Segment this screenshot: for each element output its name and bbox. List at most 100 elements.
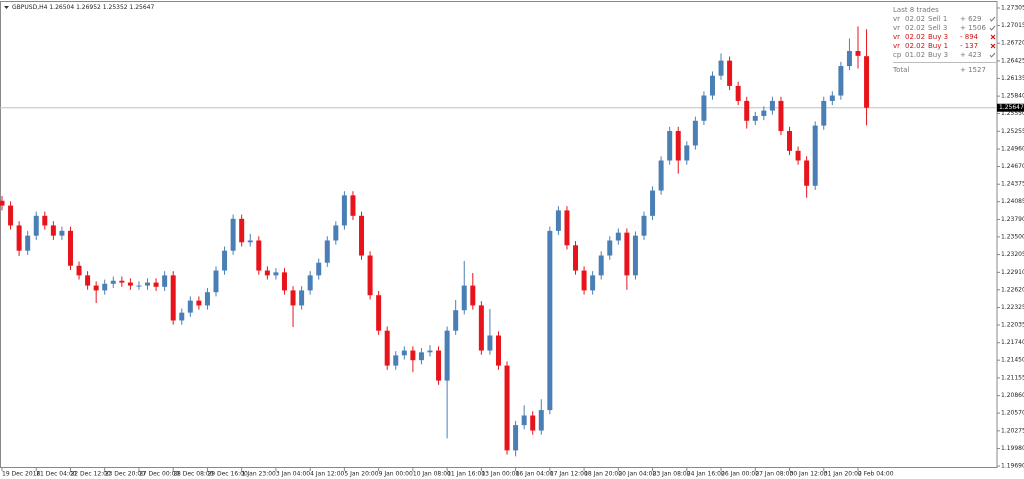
candle-body <box>615 232 621 241</box>
candle-body <box>264 270 270 276</box>
x-tick-label: 10 Jan 08:00 <box>413 471 451 478</box>
total-label: Total <box>892 66 909 74</box>
trade-cell: + 629 <box>960 15 981 23</box>
candle-body <box>196 300 202 306</box>
candle-body <box>273 272 279 276</box>
x-tick-label: 29 Dec 16:00 <box>207 471 248 478</box>
candle-body <box>521 415 527 426</box>
trade-cell: 02.02 <box>905 42 925 50</box>
menu-arrow[interactable] <box>4 6 9 9</box>
y-tick-label: 1.22035 <box>1001 321 1024 328</box>
trade-cell: Sell 1 <box>928 15 947 23</box>
candle-body <box>376 295 382 331</box>
candle-body <box>573 245 579 271</box>
candle-body <box>478 305 484 351</box>
candle-body <box>530 415 536 431</box>
price-tag <box>997 103 1024 112</box>
candle-body <box>538 410 544 431</box>
trade-cell: + 1506 <box>960 24 986 32</box>
y-tick-label: 1.26720 <box>1001 40 1024 47</box>
candle-body <box>581 270 587 291</box>
candle-body <box>350 195 356 216</box>
y-tick-label: 1.19980 <box>1001 445 1024 452</box>
y-tick-label: 1.24670 <box>1001 163 1024 170</box>
candle-body <box>119 280 125 283</box>
trade-cell: Sell 3 <box>928 24 947 32</box>
trade-cell: cp <box>893 51 902 59</box>
x-tick-label: 24 Jan 16:00 <box>687 471 725 478</box>
candle-body <box>684 145 690 161</box>
candle-body <box>787 131 793 151</box>
candle-body <box>42 215 48 226</box>
candle-body <box>727 60 733 86</box>
price-tag-label: 1.25647 <box>999 104 1024 111</box>
candle-body <box>50 225 56 236</box>
candle-body <box>25 235 31 251</box>
candle-body <box>752 115 758 121</box>
x-tick-label: 20 Jan 04:00 <box>618 471 656 478</box>
candle-body <box>709 75 715 96</box>
candle-body <box>632 235 638 276</box>
x-tick-label: 28 Dec 08:00 <box>173 471 214 478</box>
candle-body <box>675 131 681 161</box>
y-tick-label: 1.25550 <box>1001 110 1024 117</box>
candle-body <box>0 200 5 206</box>
x-tick-label: 26 Jan 00:00 <box>721 471 759 478</box>
candle-body <box>658 160 664 191</box>
trade-cell: vr <box>893 15 900 23</box>
candle-body <box>624 232 630 276</box>
candle-body <box>555 210 561 231</box>
y-tick-label: 1.25255 <box>1001 128 1024 135</box>
y-tick-label: 1.21450 <box>1001 357 1024 364</box>
y-tick-label: 1.23205 <box>1001 251 1024 258</box>
candle-body <box>444 330 450 381</box>
y-tick-label: 1.21740 <box>1001 339 1024 346</box>
candle-body <box>461 285 467 311</box>
y-tick-label: 1.22620 <box>1001 286 1024 293</box>
y-tick-label: 1.26425 <box>1001 57 1024 64</box>
candle-body <box>692 120 698 146</box>
x-tick-label: 27 Jan 08:00 <box>755 471 793 478</box>
candle-body <box>778 100 784 132</box>
candle-body <box>93 285 99 291</box>
candle-body <box>427 350 433 353</box>
x-tick-label: 5 Jan 20:00 <box>344 471 378 478</box>
candle-body <box>718 60 724 76</box>
candle-body <box>410 350 416 361</box>
x-tick-label: 9 Jan 00:00 <box>379 471 413 478</box>
candle-body <box>607 240 613 256</box>
y-tick-label: 1.20860 <box>1001 392 1024 399</box>
x-tick-label: 2 Feb 04:00 <box>858 471 894 478</box>
candle-body <box>230 218 236 251</box>
candle-body <box>213 270 219 293</box>
candle-body <box>110 280 116 284</box>
candle-body <box>162 275 168 287</box>
candle-body <box>359 215 365 256</box>
candle-body <box>821 100 827 126</box>
trade-cell: - 894 <box>960 33 979 41</box>
candle-body <box>795 150 801 161</box>
candle-body <box>436 350 442 381</box>
candle-body <box>838 66 844 96</box>
candle-body <box>85 275 91 286</box>
candle-body <box>153 282 159 287</box>
candle-body <box>547 230 553 411</box>
candle-body <box>127 282 133 286</box>
candle-body <box>701 95 707 121</box>
win-icon <box>989 16 996 22</box>
candle-body <box>641 215 647 236</box>
candle-body <box>333 225 339 241</box>
y-tick-label: 1.27015 <box>1001 22 1024 29</box>
panel-title: Last 8 trades <box>893 6 939 14</box>
x-tick-label: 3 Jan 04:00 <box>276 471 310 478</box>
y-tick-label: 1.27305 <box>1001 5 1024 12</box>
trade-cell: Buy 3 <box>928 51 948 59</box>
y-tick-label: 1.20570 <box>1001 410 1024 417</box>
trade-cell: 02.02 <box>905 33 925 41</box>
candle-body <box>8 205 14 226</box>
trade-cell: + 423 <box>960 51 981 59</box>
y-tick-label: 1.24375 <box>1001 181 1024 188</box>
candle-body <box>864 56 870 108</box>
trade-cell: vr <box>893 42 900 50</box>
